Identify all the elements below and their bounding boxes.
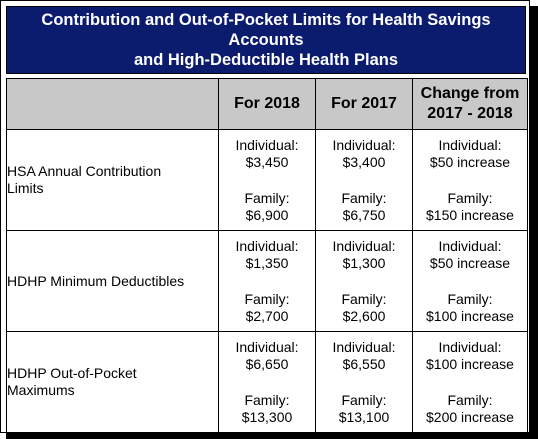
header-change-line-2: 2017 - 2018 (427, 105, 513, 122)
individual-value: $1,300 (342, 254, 386, 271)
individual-value: $50 increase (429, 153, 511, 170)
family-label: Family: (447, 391, 493, 408)
individual-label: Individual: (235, 338, 299, 355)
table-row: HDHP Out-of-Pocket Maximums Individual: … (6, 331, 528, 433)
family-value: $200 increase (426, 408, 514, 425)
individual-value: $6,650 (245, 355, 289, 372)
row-label-line-2: Limits (7, 180, 44, 196)
limits-table: For 2018 For 2017 Change from 2017 - 201… (6, 78, 528, 433)
individual-label: Individual: (332, 338, 396, 355)
header-blank-cell (6, 78, 219, 130)
individual-label: Individual: (235, 237, 299, 254)
family-label: Family: (244, 391, 290, 408)
family-value: $150 increase (426, 206, 514, 223)
family-label: Family: (341, 189, 387, 206)
header-for-2018: For 2018 (218, 78, 316, 130)
header-change-line-1: Change from (420, 85, 520, 102)
individual-label: Individual: (438, 338, 502, 355)
individual-label: Individual: (332, 136, 396, 153)
family-value: $13,300 (241, 408, 293, 425)
header-change: Change from 2017 - 2018 (412, 78, 528, 130)
family-value: $13,100 (338, 408, 390, 425)
cell-2017: Individual: $6,550 Family: $13,100 (315, 331, 413, 433)
individual-value: $1,350 (245, 254, 289, 271)
table-title: Contribution and Out-of-Pocket Limits fo… (6, 6, 526, 74)
cell-2018: Individual: $6,650 Family: $13,300 (218, 331, 316, 433)
family-value: $6,750 (342, 206, 386, 223)
header-row: For 2018 For 2017 Change from 2017 - 201… (6, 78, 528, 130)
individual-value: $100 increase (426, 355, 514, 372)
individual-value: $50 increase (429, 254, 511, 271)
row-label: HDHP Out-of-Pocket Maximums (6, 331, 219, 433)
family-label: Family: (447, 290, 493, 307)
family-label: Family: (244, 290, 290, 307)
row-label-line-1: HSA Annual Contribution (7, 163, 162, 179)
cell-2017: Individual: $1,300 Family: $2,600 (315, 230, 413, 332)
row-label-line-1: HDHP Out-of-Pocket (7, 365, 137, 381)
family-value: $2,600 (342, 307, 386, 324)
title-line-2: Accounts (228, 31, 304, 49)
family-label: Family: (244, 189, 290, 206)
cell-change: Individual: $100 increase Family: $200 i… (412, 331, 528, 433)
cell-2018: Individual: $1,350 Family: $2,700 (218, 230, 316, 332)
family-value: $2,700 (245, 307, 289, 324)
individual-label: Individual: (235, 136, 299, 153)
individual-value: $3,400 (342, 153, 386, 170)
row-label-line-2: Maximums (7, 382, 75, 398)
family-value: $100 increase (426, 307, 514, 324)
individual-value: $3,450 (245, 153, 289, 170)
table-row: HDHP Minimum Deductibles Individual: $1,… (6, 230, 528, 332)
individual-label: Individual: (332, 237, 396, 254)
frame-shadow-right (530, 6, 538, 439)
row-label-line-1: HDHP Minimum Deductibles (7, 272, 185, 289)
family-value: $6,900 (245, 206, 289, 223)
table-row: HSA Annual Contribution Limits Individua… (6, 129, 528, 231)
limits-table-frame: Contribution and Out-of-Pocket Limits fo… (0, 0, 530, 433)
frame-shadow-bottom (6, 433, 538, 439)
family-label: Family: (341, 391, 387, 408)
family-label: Family: (341, 290, 387, 307)
individual-label: Individual: (438, 237, 502, 254)
individual-value: $6,550 (342, 355, 386, 372)
cell-2017: Individual: $3,400 Family: $6,750 (315, 129, 413, 231)
cell-change: Individual: $50 increase Family: $100 in… (412, 230, 528, 332)
individual-label: Individual: (438, 136, 502, 153)
header-for-2017: For 2017 (315, 78, 413, 130)
title-line-3: and High-Deductible Health Plans (133, 51, 399, 69)
cell-2018: Individual: $3,450 Family: $6,900 (218, 129, 316, 231)
cell-change: Individual: $50 increase Family: $150 in… (412, 129, 528, 231)
title-line-1: Contribution and Out-of-Pocket Limits fo… (41, 11, 491, 29)
family-label: Family: (447, 189, 493, 206)
row-label: HSA Annual Contribution Limits (6, 129, 219, 231)
row-label: HDHP Minimum Deductibles (6, 230, 219, 332)
